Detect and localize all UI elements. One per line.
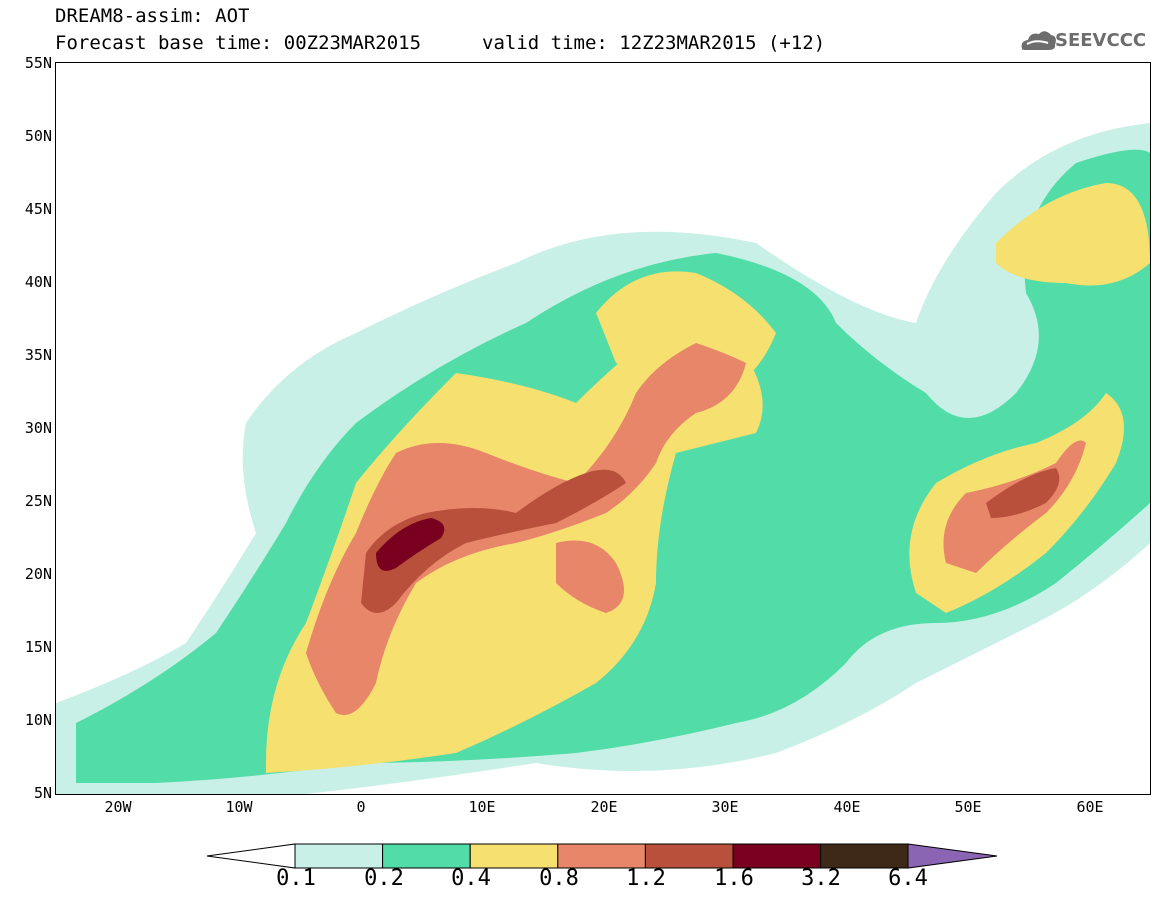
aot-field — [56, 123, 1150, 794]
colorbar-label: 0.1 — [276, 866, 316, 891]
colorbar-cell — [644, 843, 734, 869]
lat-label: 50N — [24, 127, 52, 145]
lat-label: 35N — [24, 346, 52, 364]
colorbar-label: 6.4 — [888, 866, 928, 891]
colorbar-cell — [820, 843, 909, 869]
lon-label: 20E — [590, 798, 618, 816]
lon-label: 40E — [833, 798, 861, 816]
valid-time: valid time: 12Z23MAR2015 (+12) — [482, 32, 826, 54]
lat-label: 15N — [24, 638, 52, 656]
colorbar-label: 0.2 — [364, 866, 404, 891]
colorbar-cell — [732, 843, 822, 869]
lon-label: 0 — [356, 798, 366, 816]
colorbar-label: 1.2 — [626, 866, 666, 891]
colorbar-arrow-low — [206, 843, 296, 869]
forecast-base-time: Forecast base time: 00Z23MAR2015 — [55, 32, 422, 54]
colorbar-cell — [382, 843, 471, 869]
lat-label: 40N — [24, 273, 52, 291]
colorbar-label: 3.2 — [801, 866, 841, 891]
lon-label: 10W — [225, 798, 253, 816]
lon-label: 20W — [104, 798, 132, 816]
lat-label: 10N — [24, 711, 52, 729]
lon-label: 50E — [954, 798, 982, 816]
lon-label: 10E — [468, 798, 496, 816]
lat-label: 20N — [24, 565, 52, 583]
colorbar-label: 1.6 — [714, 866, 754, 891]
lat-label: 55N — [24, 54, 52, 72]
lon-label: 30E — [711, 798, 739, 816]
lat-label: 5N — [33, 784, 52, 802]
colorbar-label: 0.4 — [451, 866, 491, 891]
lon-label: 60E — [1076, 798, 1104, 816]
colorbar-cell — [469, 843, 559, 869]
lat-label: 25N — [24, 492, 52, 510]
chart-title: DREAM8-assim: AOT — [55, 5, 250, 27]
lat-label: 30N — [24, 419, 52, 437]
colorbar-cell — [557, 843, 646, 869]
colorbar — [206, 843, 998, 869]
cloud-icon — [1021, 31, 1056, 50]
colorbar-arrow-high — [907, 843, 998, 869]
colorbar-cell — [294, 843, 384, 869]
lat-label: 45N — [24, 200, 52, 218]
seevccc-logo: SEEVCCC — [1055, 30, 1147, 51]
colorbar-label: 0.8 — [539, 866, 579, 891]
aot-map — [55, 62, 1151, 795]
